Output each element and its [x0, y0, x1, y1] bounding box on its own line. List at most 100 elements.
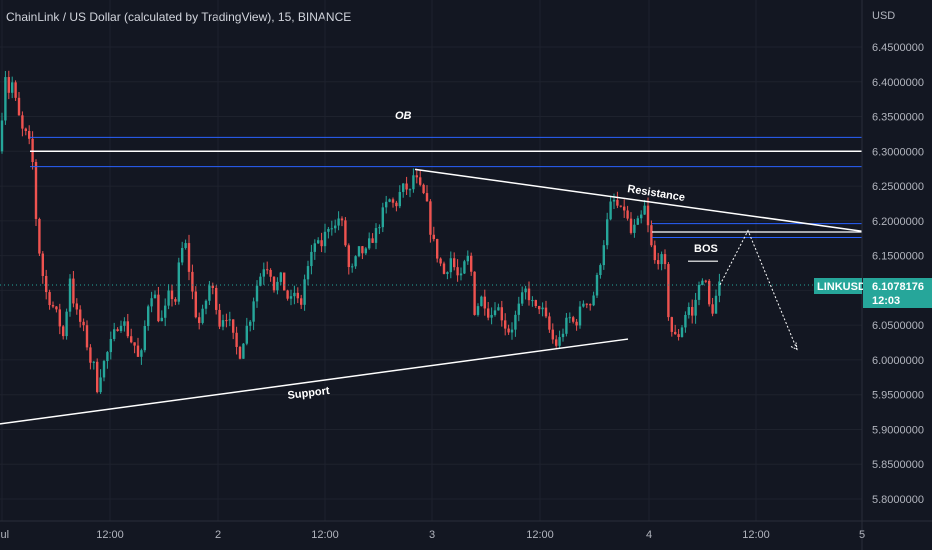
- candle-body: [357, 246, 361, 257]
- candle-body: [517, 303, 520, 315]
- candle-body: [544, 307, 548, 317]
- candle-body: [633, 224, 636, 233]
- levels: [0, 136, 862, 286]
- candle-body: [245, 325, 248, 344]
- candle-body: [691, 307, 694, 316]
- candle-body: [249, 321, 252, 326]
- candle-body: [300, 298, 303, 305]
- candle-body: [531, 300, 534, 302]
- x-tick-label: 3: [429, 529, 435, 541]
- candle-body: [34, 162, 38, 219]
- candle-body: [466, 255, 469, 262]
- axis-currency: USD: [872, 10, 895, 22]
- candle-body: [565, 317, 568, 334]
- candle-body: [102, 361, 106, 378]
- candle-body: [527, 288, 531, 301]
- candle-body: [65, 311, 68, 337]
- candle-body: [45, 275, 48, 293]
- candle-body: [436, 239, 439, 259]
- candle-body: [238, 346, 242, 359]
- candle-body: [446, 272, 449, 274]
- candle-body: [55, 306, 58, 310]
- candle-body: [616, 199, 619, 206]
- candle-body: [204, 300, 208, 309]
- candle-body: [113, 329, 116, 339]
- candle-body: [184, 243, 187, 248]
- candle-body: [561, 333, 565, 338]
- x-tick-label: 12:00: [526, 529, 554, 541]
- candle-body: [456, 267, 459, 276]
- candle-body: [262, 269, 265, 277]
- candle-body: [419, 177, 422, 185]
- candle-body: [667, 264, 670, 318]
- candle-body: [619, 205, 622, 207]
- candle-body: [313, 243, 316, 252]
- candle-body: [483, 296, 486, 309]
- candle-body: [289, 296, 293, 299]
- candle-body: [650, 225, 653, 246]
- candle-body: [371, 238, 374, 243]
- candle-body: [425, 193, 429, 202]
- candle-body: [463, 261, 466, 274]
- candle-body: [582, 303, 585, 307]
- candle-body: [136, 345, 140, 357]
- candle-body: [572, 317, 575, 322]
- candle-body: [374, 228, 378, 243]
- candle-body: [660, 254, 663, 265]
- candle-body: [150, 298, 153, 307]
- candle-body: [221, 320, 225, 327]
- candle-body: [252, 301, 255, 322]
- candle-body: [177, 262, 180, 302]
- candle-body: [323, 231, 327, 247]
- projection-arrowhead: [790, 342, 798, 351]
- candle-body: [595, 274, 599, 296]
- candle-body: [48, 292, 51, 306]
- candle-body: [708, 280, 711, 305]
- candle-body: [521, 292, 524, 304]
- candle-body: [351, 266, 354, 268]
- candle-body: [7, 77, 10, 93]
- candle-body: [704, 280, 707, 282]
- candle-body: [242, 343, 245, 359]
- candle-body: [286, 290, 289, 299]
- candle-body: [99, 377, 102, 393]
- ob-label: OB: [395, 110, 412, 122]
- candle-body: [82, 321, 85, 326]
- candle-body: [68, 278, 72, 312]
- candle-body: [272, 276, 276, 291]
- candle-body: [541, 307, 544, 310]
- candle-body: [296, 292, 299, 299]
- y-tick-label: 6.2500000: [872, 181, 924, 193]
- candle-body: [487, 308, 490, 318]
- candle-body: [89, 347, 92, 363]
- candle-body: [276, 281, 279, 291]
- chart-title: ChainLink / US Dollar (calculated by Tra…: [6, 10, 352, 24]
- candle-body: [337, 218, 340, 226]
- candle-body: [643, 205, 646, 215]
- candle-body: [347, 245, 350, 268]
- candle-body: [422, 184, 425, 194]
- x-tick-label: 2: [215, 529, 221, 541]
- candle-body: [674, 331, 677, 335]
- current-price: 6.1078176: [872, 281, 924, 293]
- candle-body: [225, 320, 228, 322]
- candle-body: [585, 303, 588, 305]
- candle-body: [714, 295, 718, 314]
- candle-body: [330, 228, 333, 230]
- candle-body: [75, 303, 78, 310]
- candle-body: [279, 272, 282, 282]
- candles: [0, 70, 721, 394]
- candle-body: [701, 280, 704, 286]
- candle-body: [147, 306, 150, 327]
- candle-body: [334, 225, 337, 229]
- support-trendline: [0, 338, 629, 425]
- x-tick-label: 4: [646, 529, 652, 541]
- candle-body: [167, 290, 170, 306]
- candle-body: [266, 269, 269, 271]
- candle-body: [310, 251, 313, 267]
- candle-body: [473, 271, 476, 315]
- candle-body: [235, 332, 238, 347]
- candle-body: [657, 260, 660, 265]
- candle-body: [398, 191, 401, 207]
